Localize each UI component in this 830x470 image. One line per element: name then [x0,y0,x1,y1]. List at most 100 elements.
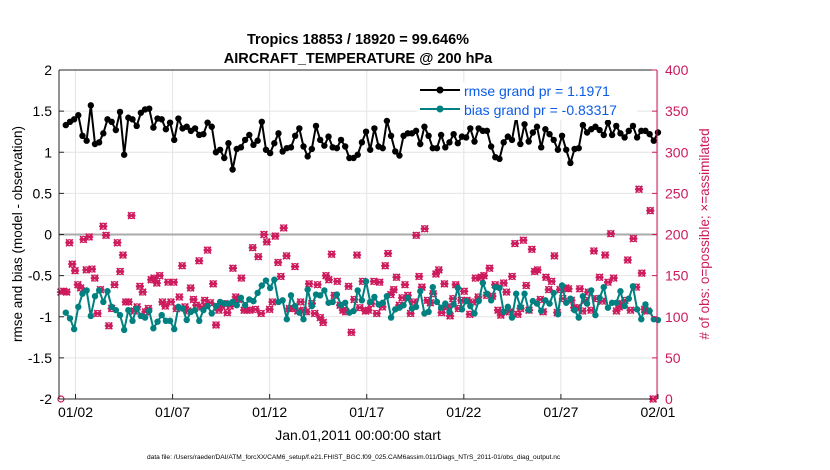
bias-point [558,282,566,289]
rmse-point [567,159,574,167]
rmse-point [629,122,637,130]
legend-rmse-marker [436,86,444,94]
y-left-tick-label: -1 [40,309,53,325]
bias-point [646,307,653,315]
bias-point [83,287,90,294]
obs-assimilated-point [104,321,113,330]
obs-assimilated-point [169,278,178,287]
obs-assimilated-point [609,274,618,283]
bias-point [446,308,453,316]
obs-assimilated-point [392,273,401,282]
rmse-point [517,140,524,148]
y-axis-left-label: rmse and bias (model - observation) [10,126,25,342]
obs-assimilated-point [372,309,381,318]
bias-point [642,301,649,308]
x-axis-ticks: 01/02 01/07 01/12 01/17 01/22 01/27 02/01 [58,394,676,420]
rmse-point [325,133,332,140]
legend-rmse-label: rmse grand pr = 1.1971 [464,83,610,99]
y-left-tick-label: 1 [44,144,52,160]
bias-point [204,302,211,310]
obs-assimilated-point [127,211,136,220]
rmse-point [312,122,320,130]
y-right-tick-label: 100 [665,309,689,325]
rmse-point [191,125,199,132]
footnote: data file: /Users/raeder/DAI/ATM_forcXX/… [147,454,561,461]
y-right-tick-label: 250 [665,185,689,201]
obs-assimilated-point [68,260,77,269]
rmse-point [321,142,328,149]
obs-assimilated-point [273,258,283,267]
rmse-point [417,140,424,148]
bias-point [250,297,257,305]
bias-point [362,278,370,285]
obs-assimilated-point [522,281,531,290]
bias-point [437,304,445,311]
obs-assimilated-point [271,232,280,241]
obs-assimilated-point [493,306,503,315]
bias-point [300,316,307,323]
rmse-point [183,123,190,130]
bias-point [329,298,336,306]
bias-point [358,297,366,304]
obs-assimilated-point [223,308,232,317]
rmse-point [83,137,90,144]
obs-assimilated-point [116,267,125,276]
bias-point [116,311,124,319]
y-left-tick-label: 0 [44,227,52,243]
x-tick-label: 01/02 [58,404,93,420]
rmse-point [462,134,470,141]
rmse-point [146,105,153,112]
obs-assimilated-point [412,231,421,240]
rmse-point [546,130,553,138]
y-left-tick-label: 2 [44,62,52,78]
bias-point [200,306,207,314]
obs-assimilated-point [601,251,610,260]
bias-point [533,300,541,307]
obs-assimilated-point [158,297,167,306]
y-right-tick-label: 150 [665,268,689,284]
rmse-point [75,112,82,119]
bias-point [654,316,662,324]
obs-assimilated-point [99,222,108,231]
obs-assimilated-point [502,288,511,297]
obs-assimilated-point [316,313,325,322]
obs-assimilated-point [90,274,99,283]
obs-assimilated-point [606,229,615,238]
rmse-point [87,102,95,109]
obs-assimilated-point [327,250,336,259]
bias-point [563,299,570,306]
rmse-point [250,141,257,149]
bias-point [383,292,391,300]
obs-assimilated-point [519,236,528,245]
obs-assimilated-point [166,297,175,306]
rmse-point [208,123,215,130]
rmse-point [237,144,245,151]
rmse-point [175,115,182,122]
obs-assimilated-point [189,295,198,304]
obs-assimilated-point [268,297,277,306]
bias-point [171,325,178,333]
rmse-point [446,139,453,146]
bias-point [554,311,562,318]
obs-assimilated-point [381,261,390,270]
rmse-point [433,144,441,152]
rmse-point [437,131,445,139]
bias-point [112,306,120,314]
rmse-point [383,117,391,125]
bias-point [538,307,545,315]
rmse-point [275,130,282,137]
rmse-point [225,140,232,147]
bias-point [613,299,620,306]
bias-point [575,314,582,321]
bias-point [166,317,174,325]
bias-point [129,317,136,325]
rmse-point [258,118,265,126]
obs-assimilated-point [155,271,164,280]
bias-point [442,300,449,307]
rmse-point [112,126,120,134]
bias-point [517,303,524,311]
bias-point [150,325,157,332]
obs-assimilated-point [603,278,613,287]
rmse-point [271,140,278,147]
bias-point [308,302,316,310]
